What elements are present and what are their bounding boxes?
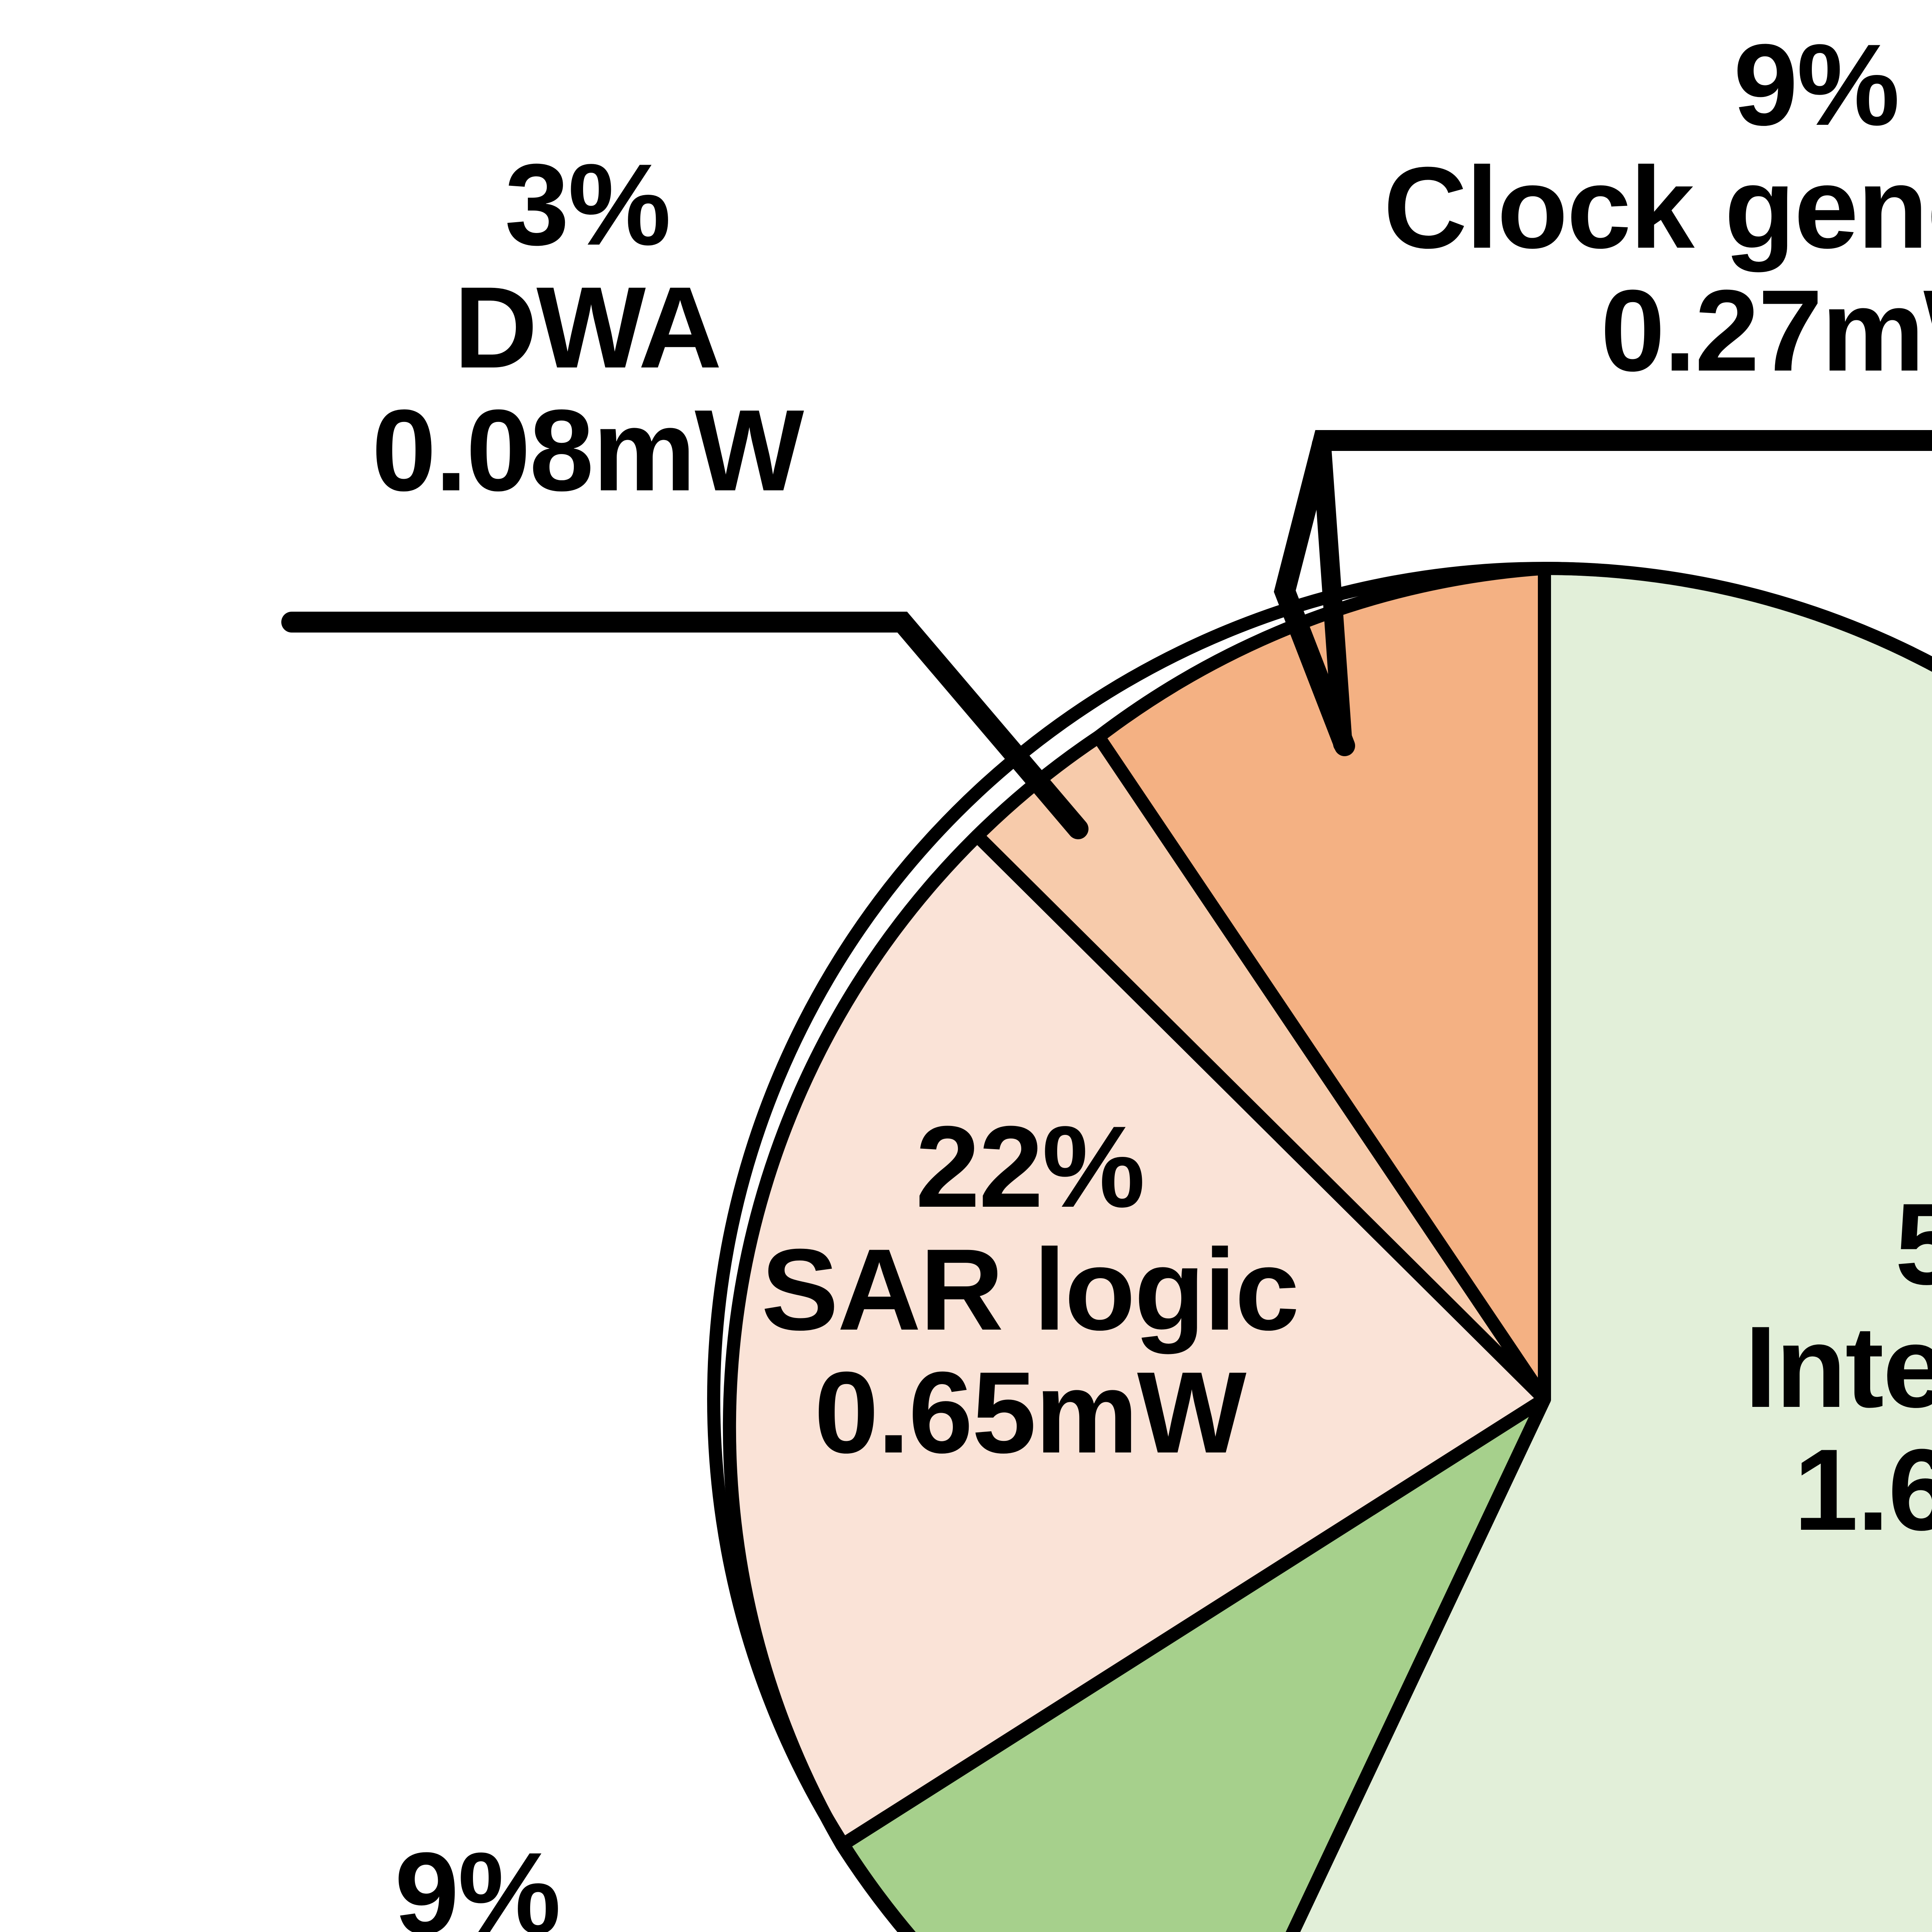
callout-sar-logic-power: 0.65mW (814, 1347, 1247, 1477)
callout-integrator: 57% Integrator 1.66mW (1662, 1182, 1932, 1551)
callout-clock-generator-name: Clock generator (1383, 143, 1932, 272)
pie-outline (707, 562, 1932, 1932)
callout-dwa-percent: 3% (505, 139, 671, 269)
leader-line-clock-generator-pointer (1312, 435, 1352, 753)
callout-sar-logic-percent: 22% (915, 1102, 1145, 1231)
callout-dwa: 3% DWA 0.08mW (240, 143, 935, 512)
callout-integrator-power: 1.66mW (1794, 1425, 1932, 1554)
callout-sar-logic-name: SAR logic (761, 1225, 1299, 1354)
callout-comparator-percent: 9% (395, 1828, 561, 1932)
callout-clock-generator: 9% Clock generator 0.27mW (1306, 23, 1932, 392)
callout-clock-generator-percent: 9% (1733, 20, 1900, 150)
callout-integrator-name: Integrator (1744, 1302, 1932, 1432)
callout-dwa-name: DWA (454, 262, 722, 392)
callout-clock-generator-power: 0.27mW (1600, 265, 1932, 395)
pie-slice-integrator[interactable] (1190, 562, 1932, 1932)
callout-comparator: 9% Comparator 0.27mW (58, 1832, 896, 1932)
leader-line-dwa (281, 612, 1088, 839)
callout-dwa-power: 0.08mW (372, 385, 804, 515)
callout-integrator-percent: 57% (1662, 1182, 1932, 1305)
leader-line-clock-generator (1274, 430, 1932, 756)
callout-sar-logic: 22% SAR logic 0.65mW (692, 1105, 1368, 1474)
